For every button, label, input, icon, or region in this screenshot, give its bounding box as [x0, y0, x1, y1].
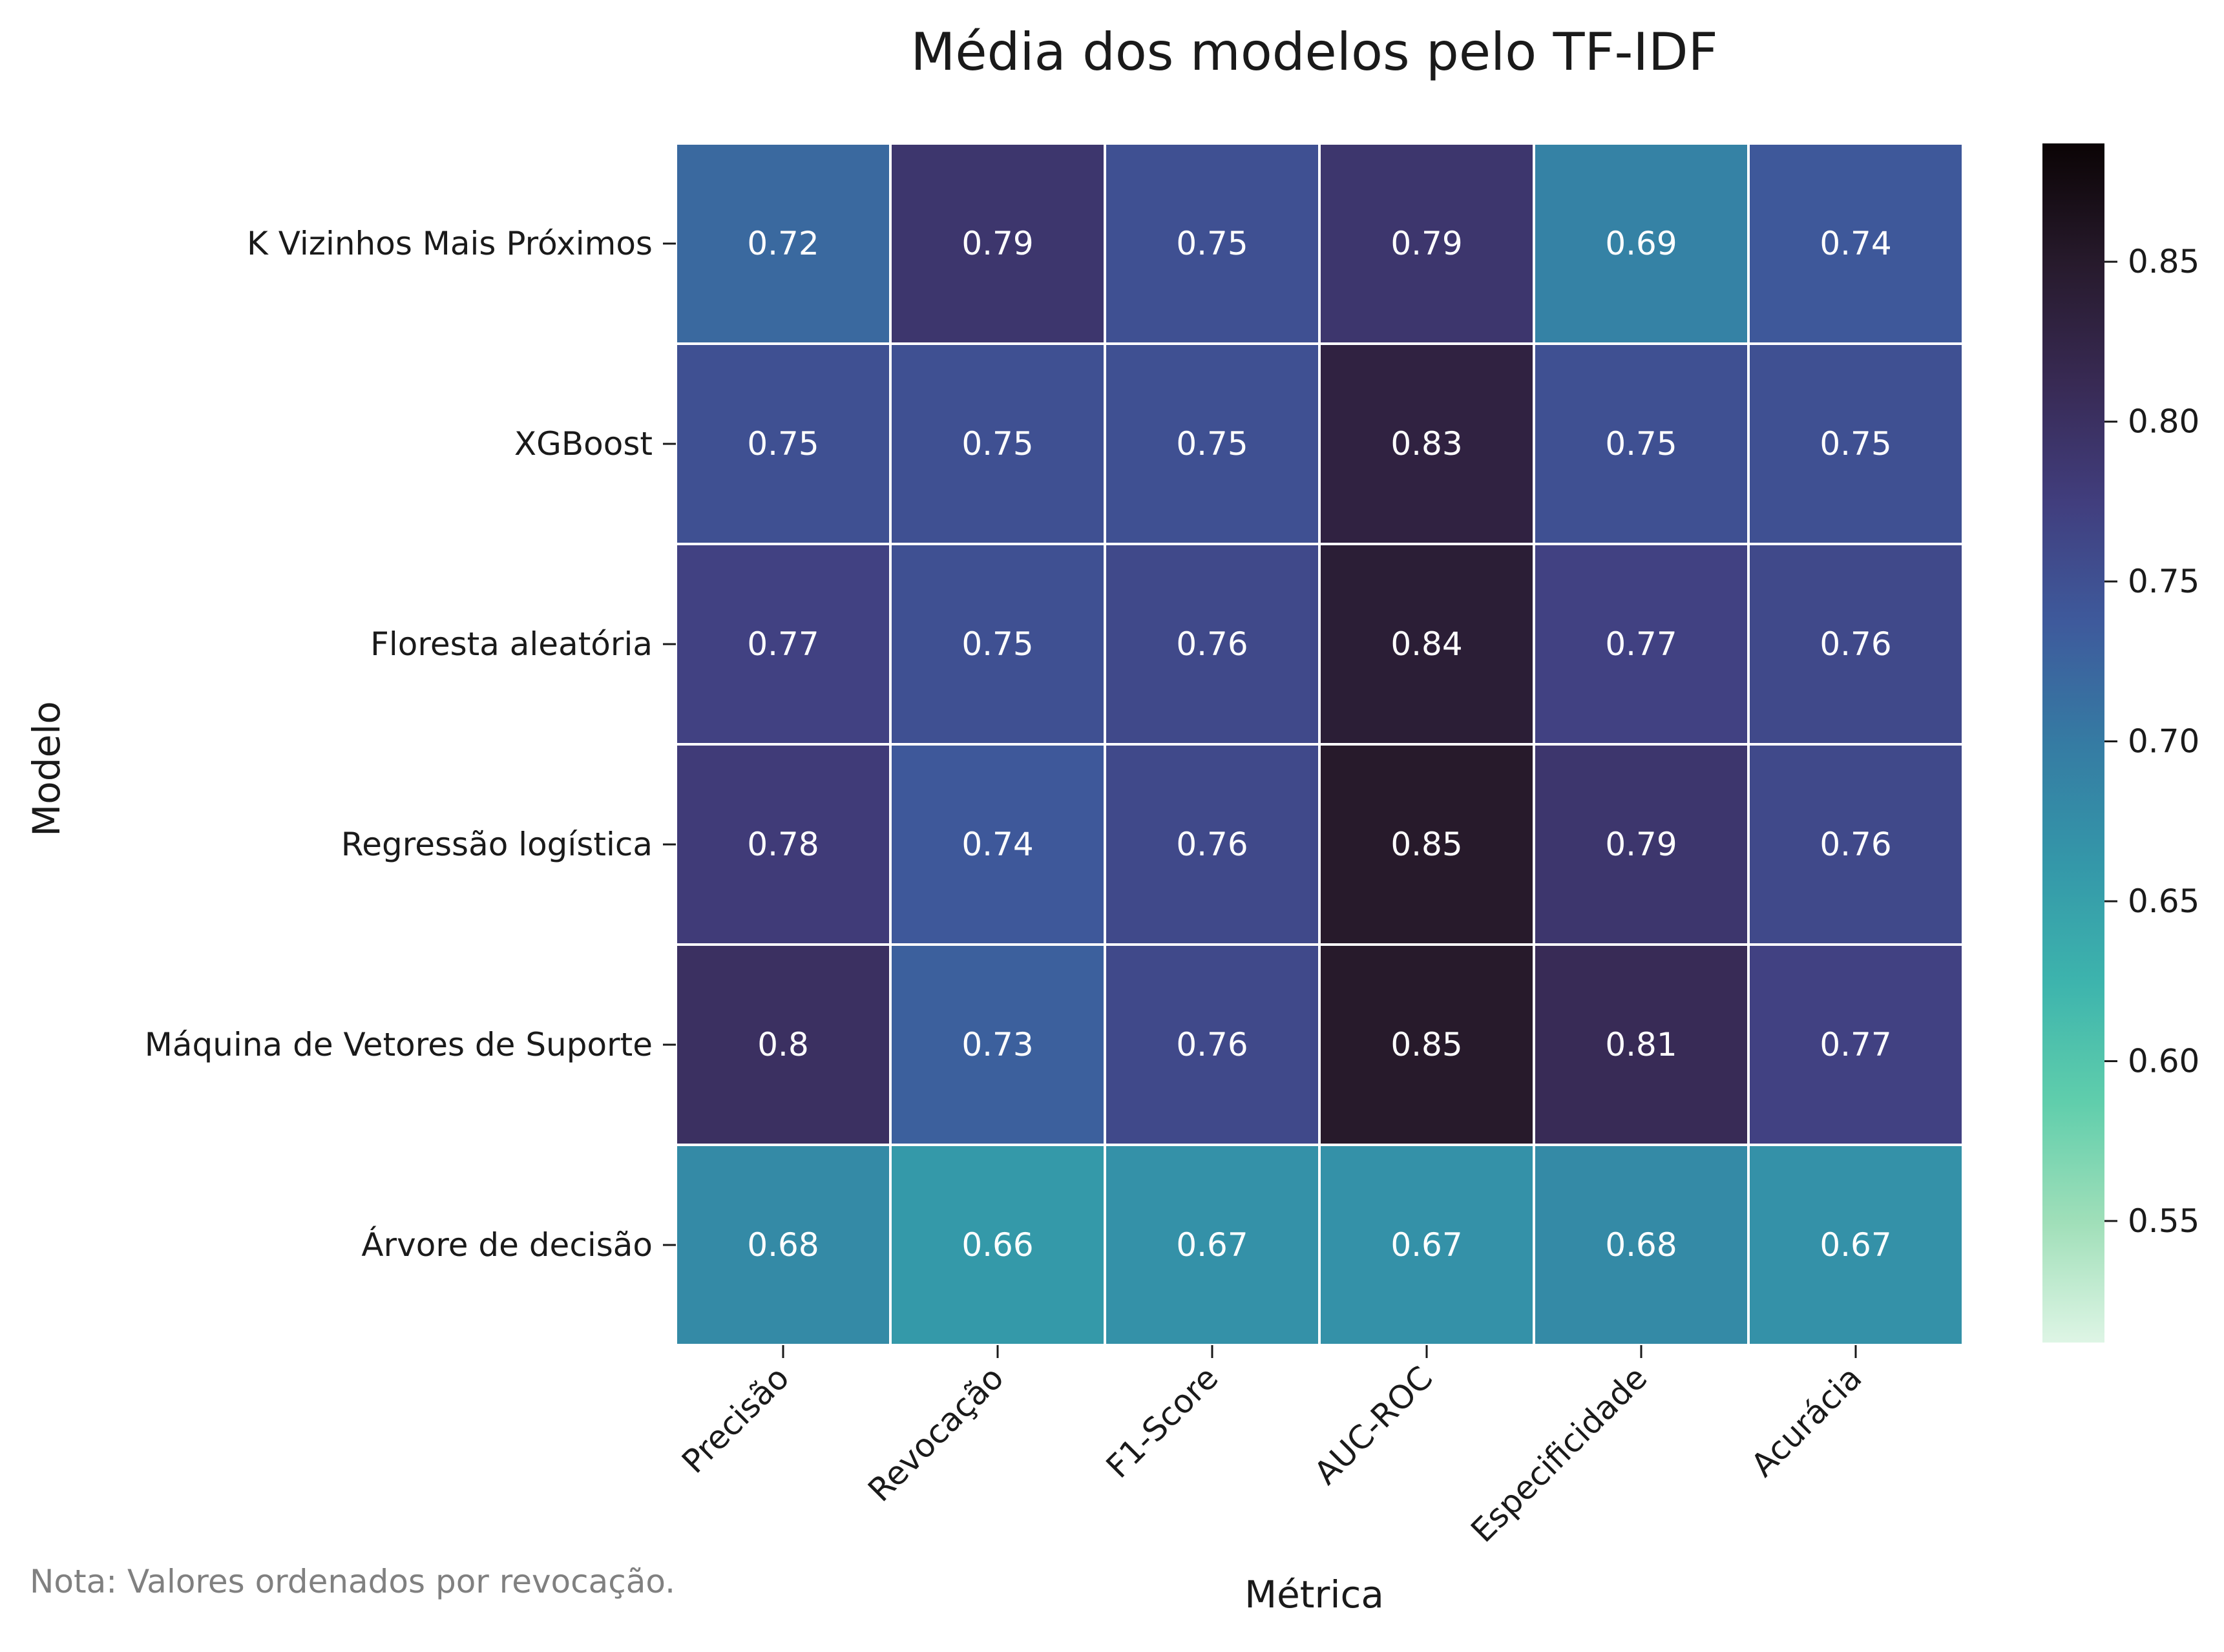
cell-value-label: 0.75 — [1820, 425, 1891, 463]
cell-value-label: 0.75 — [1605, 425, 1677, 463]
cell-value-label: 0.78 — [747, 826, 819, 863]
cell-value-label: 0.75 — [1176, 225, 1248, 262]
heatmap-cell — [1318, 342, 1535, 545]
heatmap-cells — [675, 142, 1964, 1346]
cell-value-label: 0.79 — [961, 225, 1033, 262]
heatmap-cell — [1533, 743, 1750, 946]
cell-value-label: 0.68 — [1605, 1226, 1677, 1264]
x-tick-label: F1-Score — [1099, 1359, 1226, 1485]
heatmap-cell — [889, 543, 1106, 746]
heatmap-cell — [1318, 543, 1535, 746]
y-tick-label: XGBoost — [514, 425, 653, 463]
y-tick-label: Árvore de decisão — [361, 1226, 653, 1264]
heatmap-cell — [889, 142, 1106, 345]
cell-value-label: 0.77 — [1820, 1026, 1891, 1063]
cell-value-label: 0.74 — [961, 826, 1033, 863]
x-axis-ticks: Precisão Revocação F1-Score AUC-ROC Especifi… — [675, 1345, 1869, 1550]
heatmap-cell — [1747, 342, 1964, 545]
y-axis-label: Modelo — [25, 701, 68, 837]
cell-value-label: 0.76 — [1820, 625, 1891, 663]
colorbar-tick-label: 0.80 — [2128, 403, 2199, 441]
heatmap-cell — [675, 142, 892, 345]
colorbar-tick-label: 0.65 — [2128, 883, 2199, 920]
cell-value-label: 0.76 — [1176, 1026, 1248, 1063]
cell-value-label: 0.67 — [1390, 1226, 1462, 1264]
heatmap-cell — [1533, 142, 1750, 345]
heatmap-cell — [1747, 142, 1964, 345]
cell-value-label: 0.84 — [1390, 625, 1462, 663]
cell-value-label: 0.77 — [747, 625, 819, 663]
heatmap-cell — [1747, 543, 1964, 746]
cell-value-label: 0.76 — [1820, 826, 1891, 863]
cell-value-label: 0.67 — [1176, 1226, 1248, 1264]
heatmap-cell — [1318, 142, 1535, 345]
cell-value-label: 0.66 — [961, 1226, 1033, 1264]
cell-value-label: 0.76 — [1176, 625, 1248, 663]
heatmap-cell — [675, 1144, 892, 1346]
colorbar-tick-label: 0.60 — [2128, 1042, 2199, 1080]
cell-value-label: 0.79 — [1605, 826, 1677, 863]
cell-value-label: 0.73 — [961, 1026, 1033, 1063]
x-tick-label: AUC-ROC — [1307, 1359, 1440, 1492]
chart-title: Média dos modelos pelo TF-IDF — [910, 22, 1717, 82]
cell-value-label: 0.8 — [757, 1026, 809, 1063]
heatmap-cell — [1104, 943, 1321, 1146]
heatmap-cell — [1533, 543, 1750, 746]
cell-value-label: 0.85 — [1390, 826, 1462, 863]
heatmap-cell — [1318, 943, 1535, 1146]
cell-value-label: 0.79 — [1390, 225, 1462, 262]
cell-value-label: 0.83 — [1390, 425, 1462, 463]
y-axis-ticks: K Vizinhos Mais Próximos XGBoost Floresta … — [145, 225, 676, 1264]
heatmap-cell — [1104, 743, 1321, 946]
heatmap-cell — [1318, 743, 1535, 946]
colorbar-ticks: 0.55 0.60 0.65 0.70 0.75 0.80 0.85 — [2104, 243, 2199, 1240]
cell-value-label: 0.68 — [747, 1226, 819, 1264]
cell-value-label: 0.72 — [747, 225, 819, 262]
heatmap-cell — [675, 543, 892, 746]
colorbar-tick-label: 0.55 — [2128, 1202, 2199, 1240]
cell-value-label: 0.75 — [961, 425, 1033, 463]
colorbar-tick-label: 0.70 — [2128, 723, 2199, 760]
cell-value-label: 0.75 — [961, 625, 1033, 663]
x-tick-label: Acurácia — [1744, 1359, 1869, 1484]
cell-value-label: 0.75 — [747, 425, 819, 463]
cell-value-label: 0.74 — [1820, 225, 1891, 262]
colorbar-tick-label: 0.85 — [2128, 243, 2199, 280]
heatmap-cell — [889, 743, 1106, 946]
heatmap-cell — [1533, 1144, 1750, 1346]
y-tick-label: K Vizinhos Mais Próximos — [247, 225, 653, 262]
y-tick-label: Floresta aleatória — [370, 625, 653, 663]
cell-value-label: 0.76 — [1176, 826, 1248, 863]
cell-value-label: 0.69 — [1605, 225, 1677, 262]
heatmap-cell — [1747, 943, 1964, 1146]
heatmap-cell — [675, 943, 892, 1146]
heatmap-cell — [1747, 743, 1964, 946]
footnote: Nota: Valores ordenados por revocação. — [30, 1563, 675, 1600]
x-axis-label: Métrica — [1244, 1573, 1384, 1616]
heatmap-cell — [1747, 1144, 1964, 1346]
cell-value-label: 0.85 — [1390, 1026, 1462, 1063]
cell-value-label: 0.81 — [1605, 1026, 1677, 1063]
heatmap-cell-labels: 0.72 0.79 0.75 0.79 0.69 0.74 0.75 0.75 0.75 0.83… — [747, 225, 1891, 1264]
heatmap-cell — [675, 743, 892, 946]
y-tick-label: Regressão logística — [341, 826, 653, 863]
cell-value-label: 0.67 — [1820, 1226, 1891, 1264]
heatmap-cell — [1104, 142, 1321, 345]
x-tick-label: Precisão — [675, 1359, 796, 1480]
y-tick-label: Máquina de Vetores de Suporte — [145, 1026, 653, 1063]
heatmap-cell — [889, 342, 1106, 545]
x-tick-label: Revocação — [861, 1359, 1011, 1509]
colorbar-tick-label: 0.75 — [2128, 563, 2199, 600]
cell-value-label: 0.75 — [1176, 425, 1248, 463]
colorbar — [2042, 143, 2104, 1343]
x-tick-label: Especificidade — [1463, 1359, 1654, 1549]
cell-value-label: 0.77 — [1605, 625, 1677, 663]
heatmap-cell — [1533, 943, 1750, 1146]
